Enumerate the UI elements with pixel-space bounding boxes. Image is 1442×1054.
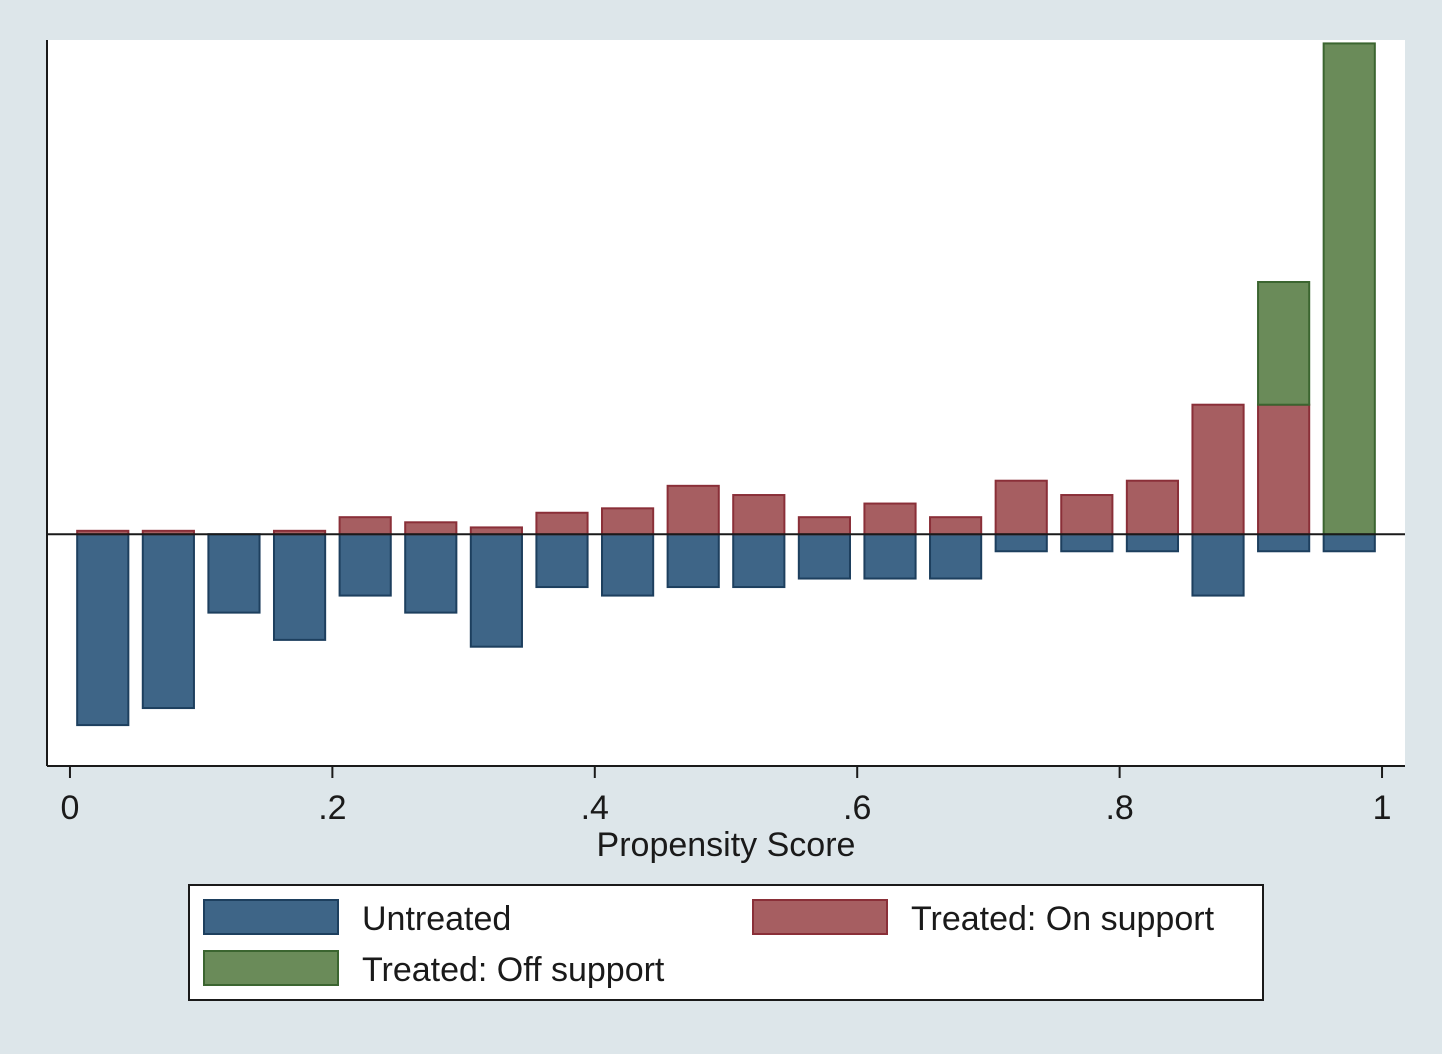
- bar-treated-on-support-14: [994, 479, 1048, 536]
- bars-group: [76, 42, 1376, 727]
- bar-treated-on-support-18: [1257, 403, 1311, 536]
- bar-untreated-1: [141, 533, 195, 710]
- bar-treated-on-support-6: [469, 526, 523, 536]
- bar-treated-on-support-17: [1191, 403, 1245, 536]
- bar-untreated-9: [666, 533, 720, 589]
- legend-label-treated-off-support: Treated: Off support: [362, 951, 665, 989]
- bar-untreated-15: [1060, 533, 1114, 553]
- bar-treated-on-support-15: [1060, 494, 1114, 536]
- bar-untreated-11: [797, 533, 851, 580]
- bar-treated-on-support-11: [797, 516, 851, 536]
- bar-treated-on-support-4: [338, 516, 392, 536]
- bar-treated-on-support-8: [601, 507, 655, 536]
- bar-untreated-7: [535, 533, 589, 589]
- bar-untreated-14: [994, 533, 1048, 553]
- bar-treated-on-support-16: [1125, 479, 1180, 536]
- legend-label-treated-on-support: Treated: On support: [911, 900, 1215, 938]
- x-tick-label-5: 1: [1373, 789, 1392, 827]
- bar-untreated-3: [272, 533, 327, 641]
- bar-untreated-19: [1322, 533, 1376, 553]
- x-axis-title: Propensity Score: [597, 826, 856, 864]
- legend: Untreated Treated: On support Treated: O…: [188, 884, 1264, 1001]
- bar-untreated-8: [601, 533, 655, 597]
- legend-swatch-treated-on-support: [752, 899, 888, 935]
- bar-untreated-13: [929, 533, 983, 580]
- legend-label-untreated: Untreated: [362, 900, 511, 938]
- legend-box: [188, 884, 1264, 1001]
- bar-untreated-5: [404, 533, 458, 614]
- bar-treated-on-support-10: [732, 494, 786, 536]
- legend-swatch-treated-off-support: [203, 950, 339, 986]
- bar-untreated-0: [76, 533, 130, 727]
- bar-treated-on-support-5: [404, 521, 458, 536]
- plot-area: [47, 40, 1405, 766]
- bar-untreated-6: [469, 533, 523, 648]
- bar-untreated-12: [863, 533, 917, 580]
- x-tick-label-0: 0: [61, 789, 80, 827]
- x-tick-label-3: .6: [843, 789, 871, 827]
- x-tick-label-1: .2: [318, 789, 346, 827]
- x-tick-label-2: .4: [581, 789, 609, 827]
- bar-untreated-17: [1191, 533, 1245, 597]
- bar-untreated-2: [207, 533, 261, 614]
- bar-untreated-10: [732, 533, 786, 589]
- x-ticks-group: 0 .2 .4 .6 .8 1: [61, 766, 1392, 827]
- legend-swatch-untreated: [203, 899, 339, 935]
- bar-treated-on-support-9: [666, 484, 720, 536]
- bar-treated-on-support-12: [863, 502, 917, 536]
- bar-treated-off-support-19: [1322, 42, 1376, 536]
- bar-untreated-18: [1257, 533, 1311, 553]
- x-tick-label-4: .8: [1105, 789, 1133, 827]
- bar-untreated-4: [338, 533, 392, 597]
- bar-treated-on-support-13: [929, 516, 983, 536]
- bar-untreated-16: [1125, 533, 1180, 553]
- bar-treated-off-support-18: [1257, 281, 1311, 406]
- bar-treated-on-support-7: [535, 511, 589, 536]
